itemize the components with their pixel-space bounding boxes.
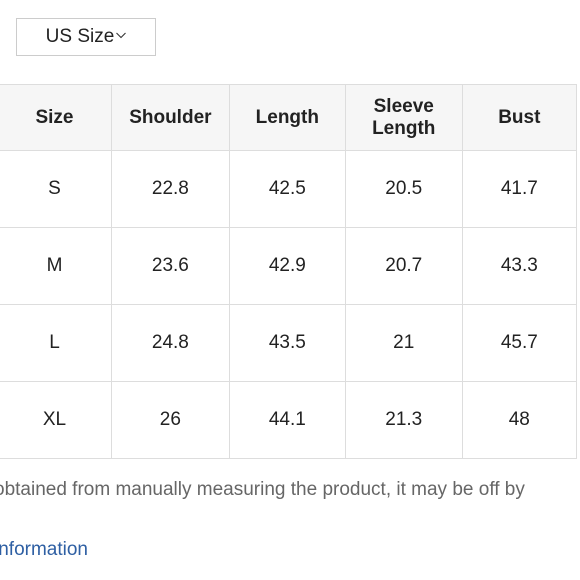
size-chart-table-container: Size Shoulder Length Sleeve Length Bust …	[0, 84, 580, 460]
chevron-down-icon	[116, 32, 127, 39]
table-cell: 21.3	[344, 381, 463, 459]
table-cell: 42.5	[228, 150, 346, 228]
table-cell: 45.7	[461, 304, 578, 382]
table-cell: 26	[110, 381, 230, 459]
size-chart-table: Size Shoulder Length Sleeve Length Bust …	[0, 84, 578, 459]
column-header-bust: Bust	[461, 84, 578, 151]
table-cell: 48	[461, 381, 578, 459]
table-header-row: Size Shoulder Length Sleeve Length Bust	[0, 84, 578, 151]
column-header-shoulder: Shoulder	[110, 84, 230, 151]
table-cell: M	[0, 227, 112, 305]
table-cell: 20.7	[344, 227, 463, 305]
table-cell: 43.5	[228, 304, 346, 382]
information-link[interactable]: information	[0, 539, 88, 560]
table-cell: 44.1	[228, 381, 346, 459]
table-row: L 24.8 43.5 21 45.7	[0, 304, 578, 382]
table-row: XL 26 44.1 21.3 48	[0, 381, 578, 459]
table-cell: 42.9	[228, 227, 346, 305]
table-cell: 41.7	[461, 150, 578, 228]
table-cell: S	[0, 150, 112, 228]
column-header-size: Size	[0, 84, 112, 151]
column-header-sleeve-length: Sleeve Length	[344, 84, 463, 151]
column-header-length: Length	[228, 84, 346, 151]
table-cell: 43.3	[461, 227, 578, 305]
table-cell: 22.8	[110, 150, 230, 228]
table-cell: 23.6	[110, 227, 230, 305]
table-cell: 21	[344, 304, 463, 382]
table-cell: 20.5	[344, 150, 463, 228]
table-row: M 23.6 42.9 20.7 43.3	[0, 227, 578, 305]
table-cell: XL	[0, 381, 112, 459]
table-row: S 22.8 42.5 20.5 41.7	[0, 150, 578, 228]
column-header-sleeve-length-label: Sleeve Length	[372, 95, 436, 139]
table-cell: 24.8	[110, 304, 230, 382]
table-cell: L	[0, 304, 112, 382]
size-unit-label: US Size	[45, 26, 115, 47]
measurement-note: obtained from manually measuring the pro…	[0, 479, 525, 500]
size-unit-dropdown[interactable]: US Size	[16, 18, 156, 56]
